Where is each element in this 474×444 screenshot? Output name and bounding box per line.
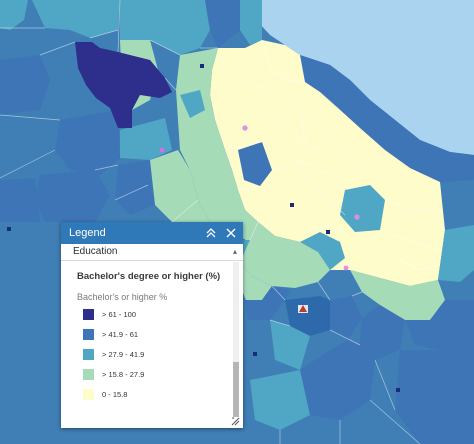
legend-panel: Legend Education ▴ Bachelor's degree or … — [61, 222, 243, 428]
legend-header: Legend — [61, 222, 243, 244]
legend-entries: > 61 - 100 > 41.9 - 61 > 27.9 - 41.9 > 1… — [83, 308, 243, 400]
legend-swatch — [83, 348, 94, 360]
purple-dot-marker — [159, 147, 165, 153]
navy-square-marker — [253, 352, 257, 356]
legend-title: Bachelor's degree or higher (%) — [77, 271, 221, 282]
field-label: Bachelor's or higher % — [77, 292, 168, 302]
caret-down-icon[interactable]: ▴ — [232, 247, 237, 256]
legend-entry-label: 0 - 15.8 — [102, 389, 128, 399]
red-triangle-marker — [299, 305, 307, 312]
scroll-thumb[interactable] — [233, 362, 239, 417]
lake — [248, 0, 474, 155]
tract-highest-education — [75, 42, 172, 128]
legend-entry-label: > 41.9 - 61 — [102, 329, 139, 339]
legend-body: Bachelor's degree or higher (%) Bachelor… — [61, 261, 243, 400]
legend-swatch — [83, 368, 94, 380]
legend-entry-label: > 15.8 - 27.9 — [102, 369, 145, 379]
purple-dot-marker — [242, 125, 248, 131]
navy-square-marker — [290, 203, 294, 207]
legend-entry: > 61 - 100 — [83, 308, 243, 320]
legend-swatch — [83, 328, 94, 340]
legend-header-title: Legend — [69, 227, 106, 239]
resize-handle-icon[interactable] — [231, 417, 240, 426]
legend-header-controls — [205, 222, 237, 244]
navy-square-marker — [200, 64, 204, 68]
purple-dot-marker — [343, 265, 349, 271]
legend-entry: 0 - 15.8 — [83, 388, 243, 400]
legend-entry: > 41.9 - 61 — [83, 328, 243, 340]
collapse-icon[interactable] — [205, 227, 217, 239]
legend-entry-label: > 61 - 100 — [102, 309, 136, 319]
legend-entry: > 27.9 - 41.9 — [83, 348, 243, 360]
purple-dot-marker — [354, 214, 360, 220]
legend-entry-label: > 27.9 - 41.9 — [102, 349, 145, 359]
layer-name: Education — [73, 246, 118, 257]
legend-entry: > 15.8 - 27.9 — [83, 368, 243, 380]
legend-swatch — [83, 308, 94, 320]
layer-row[interactable]: Education ▴ — [61, 244, 243, 261]
legend-scrollbar[interactable] — [233, 262, 239, 417]
navy-square-marker — [396, 388, 400, 392]
navy-square-marker — [7, 227, 11, 231]
close-icon[interactable] — [225, 227, 237, 239]
navy-square-marker — [326, 230, 330, 234]
legend-swatch — [83, 388, 94, 400]
